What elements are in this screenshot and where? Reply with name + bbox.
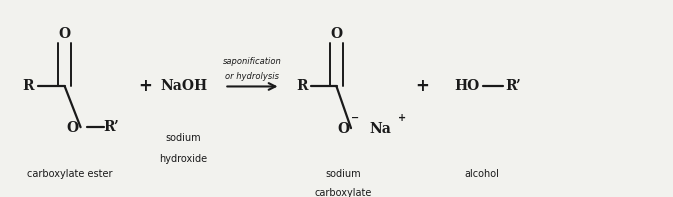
Text: R’: R’ (505, 79, 521, 93)
Text: +: + (415, 77, 429, 96)
Text: saponification: saponification (223, 57, 281, 66)
Text: NaOH: NaOH (160, 79, 207, 93)
Text: or hydrolysis: or hydrolysis (225, 72, 279, 81)
Text: sodium: sodium (166, 133, 201, 143)
Text: carboxylate: carboxylate (314, 188, 371, 197)
Text: +: + (138, 77, 152, 96)
Text: −: − (351, 113, 359, 123)
Text: sodium: sodium (325, 169, 361, 179)
Text: O: O (59, 27, 71, 41)
Text: O: O (66, 121, 78, 135)
Text: O: O (330, 27, 343, 41)
Text: +: + (398, 113, 406, 123)
Text: Na: Na (369, 122, 392, 136)
Text: R: R (296, 79, 308, 93)
Text: O: O (337, 122, 349, 136)
Text: carboxylate ester: carboxylate ester (27, 169, 112, 179)
Text: R’: R’ (103, 120, 119, 134)
Text: alcohol: alcohol (464, 169, 499, 179)
Text: HO: HO (454, 79, 480, 93)
Text: hydroxide: hydroxide (160, 154, 207, 164)
Text: R: R (22, 79, 34, 93)
